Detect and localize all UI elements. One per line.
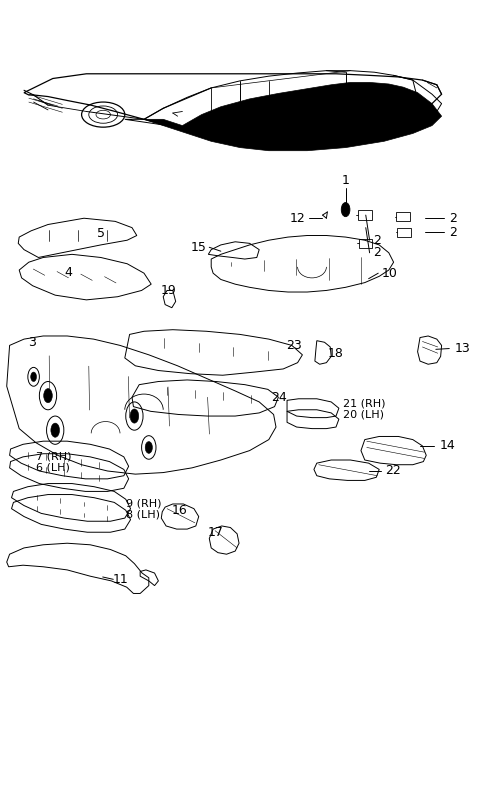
Polygon shape [144, 82, 442, 151]
Text: 3: 3 [28, 335, 36, 349]
Text: 2: 2 [449, 212, 457, 225]
Text: 15: 15 [191, 241, 206, 254]
Text: 18: 18 [327, 347, 343, 360]
Text: 13: 13 [455, 342, 471, 355]
Circle shape [31, 372, 36, 382]
Text: 4: 4 [64, 266, 72, 279]
Text: 14: 14 [440, 440, 456, 452]
Circle shape [44, 389, 52, 403]
Text: 6 (LH): 6 (LH) [36, 462, 71, 473]
Text: 24: 24 [271, 391, 287, 403]
Circle shape [341, 203, 350, 217]
Text: 11: 11 [112, 573, 128, 586]
Text: 8 (LH): 8 (LH) [126, 509, 160, 520]
Text: 1: 1 [342, 173, 349, 187]
Text: 5: 5 [97, 227, 105, 240]
Text: 2: 2 [373, 234, 381, 246]
Text: 20 (LH): 20 (LH) [343, 409, 384, 419]
Text: 12: 12 [289, 212, 305, 225]
Text: 7 (RH): 7 (RH) [36, 451, 72, 462]
Circle shape [145, 441, 153, 454]
Text: 2: 2 [449, 226, 457, 239]
Text: 21 (RH): 21 (RH) [343, 398, 385, 408]
Text: 2: 2 [373, 246, 381, 259]
Text: 17: 17 [208, 525, 224, 539]
Text: 16: 16 [172, 503, 187, 517]
Circle shape [51, 423, 60, 437]
Text: 23: 23 [286, 339, 302, 352]
Text: 22: 22 [385, 465, 401, 477]
Text: 10: 10 [382, 267, 398, 279]
Circle shape [130, 409, 139, 423]
Text: 9 (RH): 9 (RH) [126, 498, 161, 509]
Text: 19: 19 [161, 283, 177, 297]
